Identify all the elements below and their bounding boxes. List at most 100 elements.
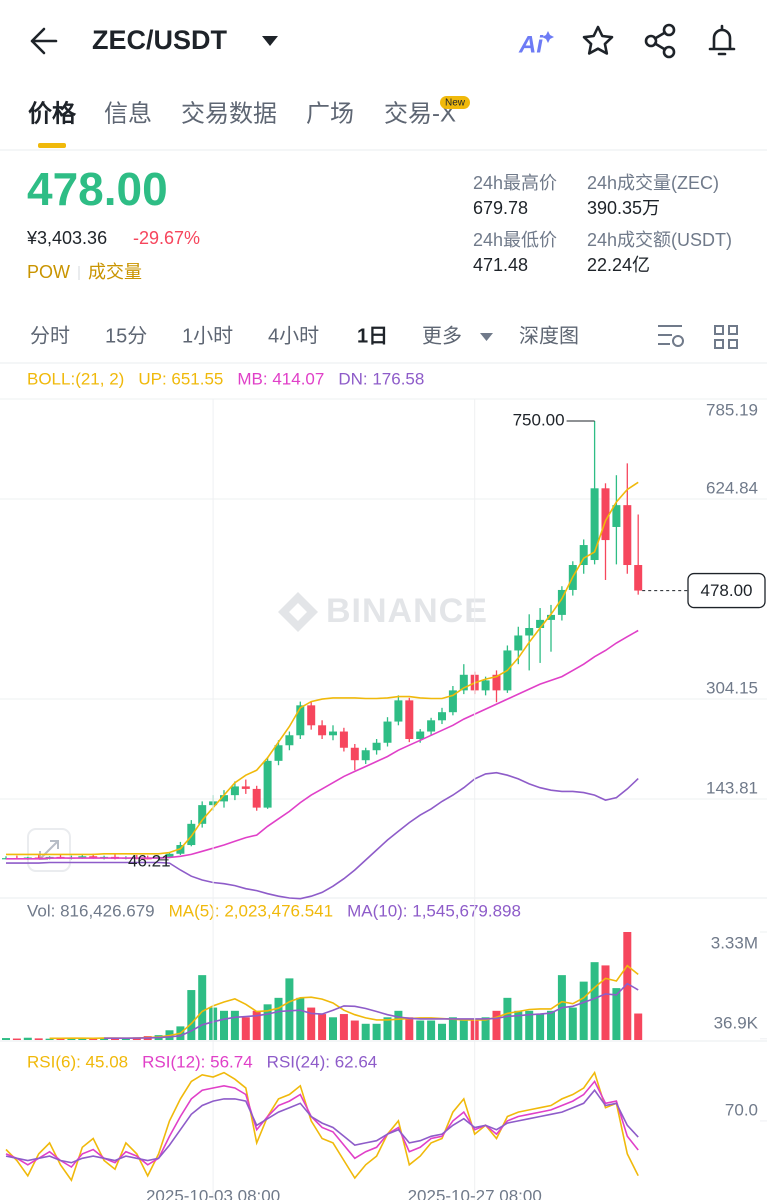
volume-bar [274,997,283,1040]
candle-body [263,760,272,808]
candle-body [307,705,316,726]
volume-bar [405,1017,414,1040]
volume-bar [503,997,512,1040]
volume-bar [394,1010,403,1040]
volume-bar [438,1023,446,1040]
legend-item: MA(5): 2,023,476.541 [169,901,333,920]
interval[interactable]: 1小时 [182,324,233,347]
interval[interactable]: 15分 [105,324,147,347]
volume-bar [23,1037,32,1040]
annotation: 750.00 [513,410,565,429]
candle-body [416,731,425,740]
volume-bar [514,1010,523,1040]
candle-body [372,742,381,751]
candle-body [405,700,414,740]
stat-label: 24h最高价 [473,173,557,193]
volume-bar [285,978,294,1040]
candle-body [241,786,250,789]
candle-body [557,589,566,615]
indicator-line [5,1070,639,1182]
tag[interactable]: 成交量 [88,262,142,282]
stat-label: 24h最低价 [473,230,557,250]
legend-item: MA(10): 1,545,679.898 [347,901,521,920]
volume-bar [45,1038,54,1040]
indicator-settings[interactable] [658,325,684,347]
candle-body [481,680,490,691]
y-tick-label: 3.33M [711,933,758,952]
volume-bar [634,1013,643,1040]
alert-button[interactable] [708,24,736,56]
candle-body [427,720,436,732]
annotation: 46.21 [128,851,171,870]
volume-bar [307,1007,316,1040]
legend-item: DN: 176.58 [338,369,424,388]
pair-caret[interactable] [262,36,278,46]
new-badge-bg [440,96,470,109]
volume-bar [481,1017,490,1040]
interval-more[interactable]: 更多 [422,324,462,347]
interval-active[interactable]: 1日 [357,325,388,347]
last-price-label: 478.00 [701,581,753,600]
interval[interactable]: 4小时 [268,324,319,347]
y-tick-label: 36.9K [714,1013,759,1032]
depth-tab[interactable]: 深度图 [519,324,579,347]
volume-bar [220,1010,228,1040]
candle-body [623,505,632,566]
tab[interactable]: 交易数据 [181,100,277,127]
stat-value: 390.35万 [587,198,660,218]
pair-title[interactable]: ZEC/USDT [92,25,228,55]
tab[interactable]: 广场 [306,100,354,127]
layout-button[interactable] [714,325,738,349]
candle-body [394,700,403,722]
favorite-button[interactable] [582,25,614,55]
volume-bar [547,1010,555,1040]
volume-bar [230,1010,239,1040]
candle-body [634,565,643,591]
y-tick-label: 304.15 [706,678,758,697]
legend-item: Vol: 816,426.679 [27,901,155,920]
expand-button[interactable] [27,828,71,872]
volume-bar [579,981,588,1040]
stat-value: 22.24亿 [587,255,650,275]
back-button[interactable] [30,27,58,55]
y-tick-label: 785.19 [706,400,758,419]
volume-bar [34,1038,43,1040]
last-price: 478.00 [27,163,168,215]
volume-bar [612,988,621,1040]
volume-bar [241,1017,250,1040]
x-tick-label: 2025-10-03 08:00 [146,1186,280,1200]
candle-body [361,750,370,761]
interval[interactable]: 分时 [30,324,70,347]
candle-body [296,705,305,736]
last-price-box [687,572,766,609]
volume-bar [536,1014,545,1040]
tab[interactable]: 信息 [104,100,152,127]
candle-body [165,853,174,857]
volume-bar [187,990,196,1040]
candle-body [350,747,359,761]
volume-bar [427,1020,436,1040]
candle-body [579,545,588,566]
volume-bar [568,1007,577,1040]
volume-bar [2,1038,10,1040]
share-button[interactable] [644,23,676,59]
more-caret [480,333,493,341]
tag[interactable]: POW [27,262,70,282]
candle-body [285,735,294,746]
candle-body [187,823,196,846]
volume-bar [525,1010,534,1040]
volume-bar [198,975,207,1040]
legend-item: RSI(24): 62.64 [267,1052,378,1071]
candle-body [230,786,239,796]
ai-button[interactable]: Ai [518,31,544,58]
candle-body [339,731,348,748]
legend-item: RSI(12): 56.74 [142,1052,253,1071]
candle-body [329,731,337,736]
watermark-logo [278,592,318,632]
tab[interactable]: 价格 [28,100,77,127]
y-tick-label: 70.0 [725,1100,758,1119]
legend-item: BOLL:(21, 2) [27,369,124,388]
y-tick-label: 143.81 [706,778,758,797]
candle-body [78,856,87,858]
